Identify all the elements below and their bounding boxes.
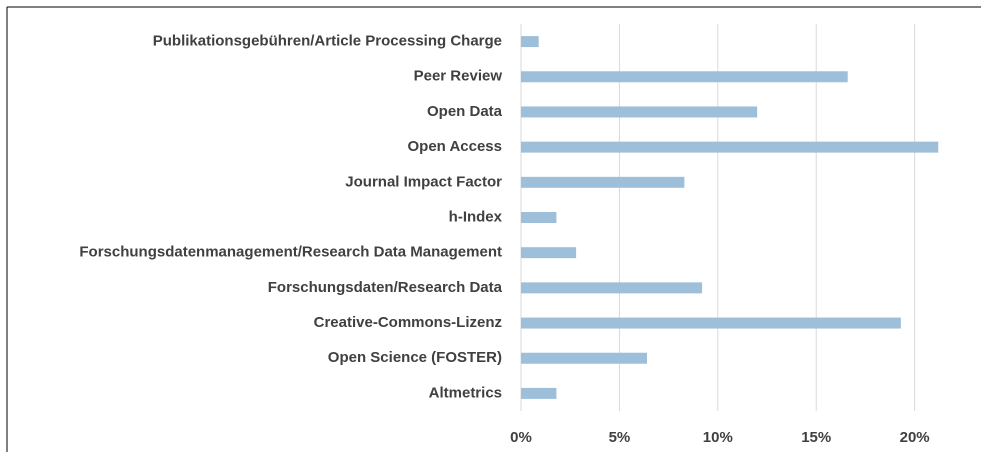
y-tick-label: Creative-Commons-Lizenz [314, 314, 502, 331]
x-tick-label: 5% [609, 429, 631, 446]
bar [521, 317, 901, 329]
x-tick-label: 10% [703, 429, 733, 446]
x-tick-label: 0% [510, 429, 532, 446]
bar [521, 71, 848, 83]
y-tick-label: Journal Impact Factor [345, 173, 502, 190]
y-tick-label: Publikationsgebühren/Article Processing … [153, 33, 502, 50]
y-tick-label: Altmetrics [429, 384, 502, 401]
bar [521, 247, 577, 259]
bar [521, 36, 539, 48]
y-tick-label: Forschungsdatenmanagement/Research Data … [79, 244, 502, 261]
bar [521, 176, 685, 188]
y-tick-label: Peer Review [414, 68, 503, 85]
y-tick-label: Forschungsdaten/Research Data [268, 279, 503, 296]
x-tick-label: 20% [900, 429, 930, 446]
x-tick-label: 15% [801, 429, 831, 446]
bar [521, 106, 758, 118]
y-tick-label: Open Data [427, 103, 503, 120]
bar [521, 387, 557, 399]
bar [521, 141, 939, 153]
bar [521, 282, 703, 294]
y-tick-label: Open Access [408, 138, 503, 155]
y-tick-label: Open Science (FOSTER) [328, 349, 502, 366]
bar [521, 352, 647, 364]
bar [521, 212, 557, 223]
y-tick-label: h-Index [449, 208, 503, 225]
